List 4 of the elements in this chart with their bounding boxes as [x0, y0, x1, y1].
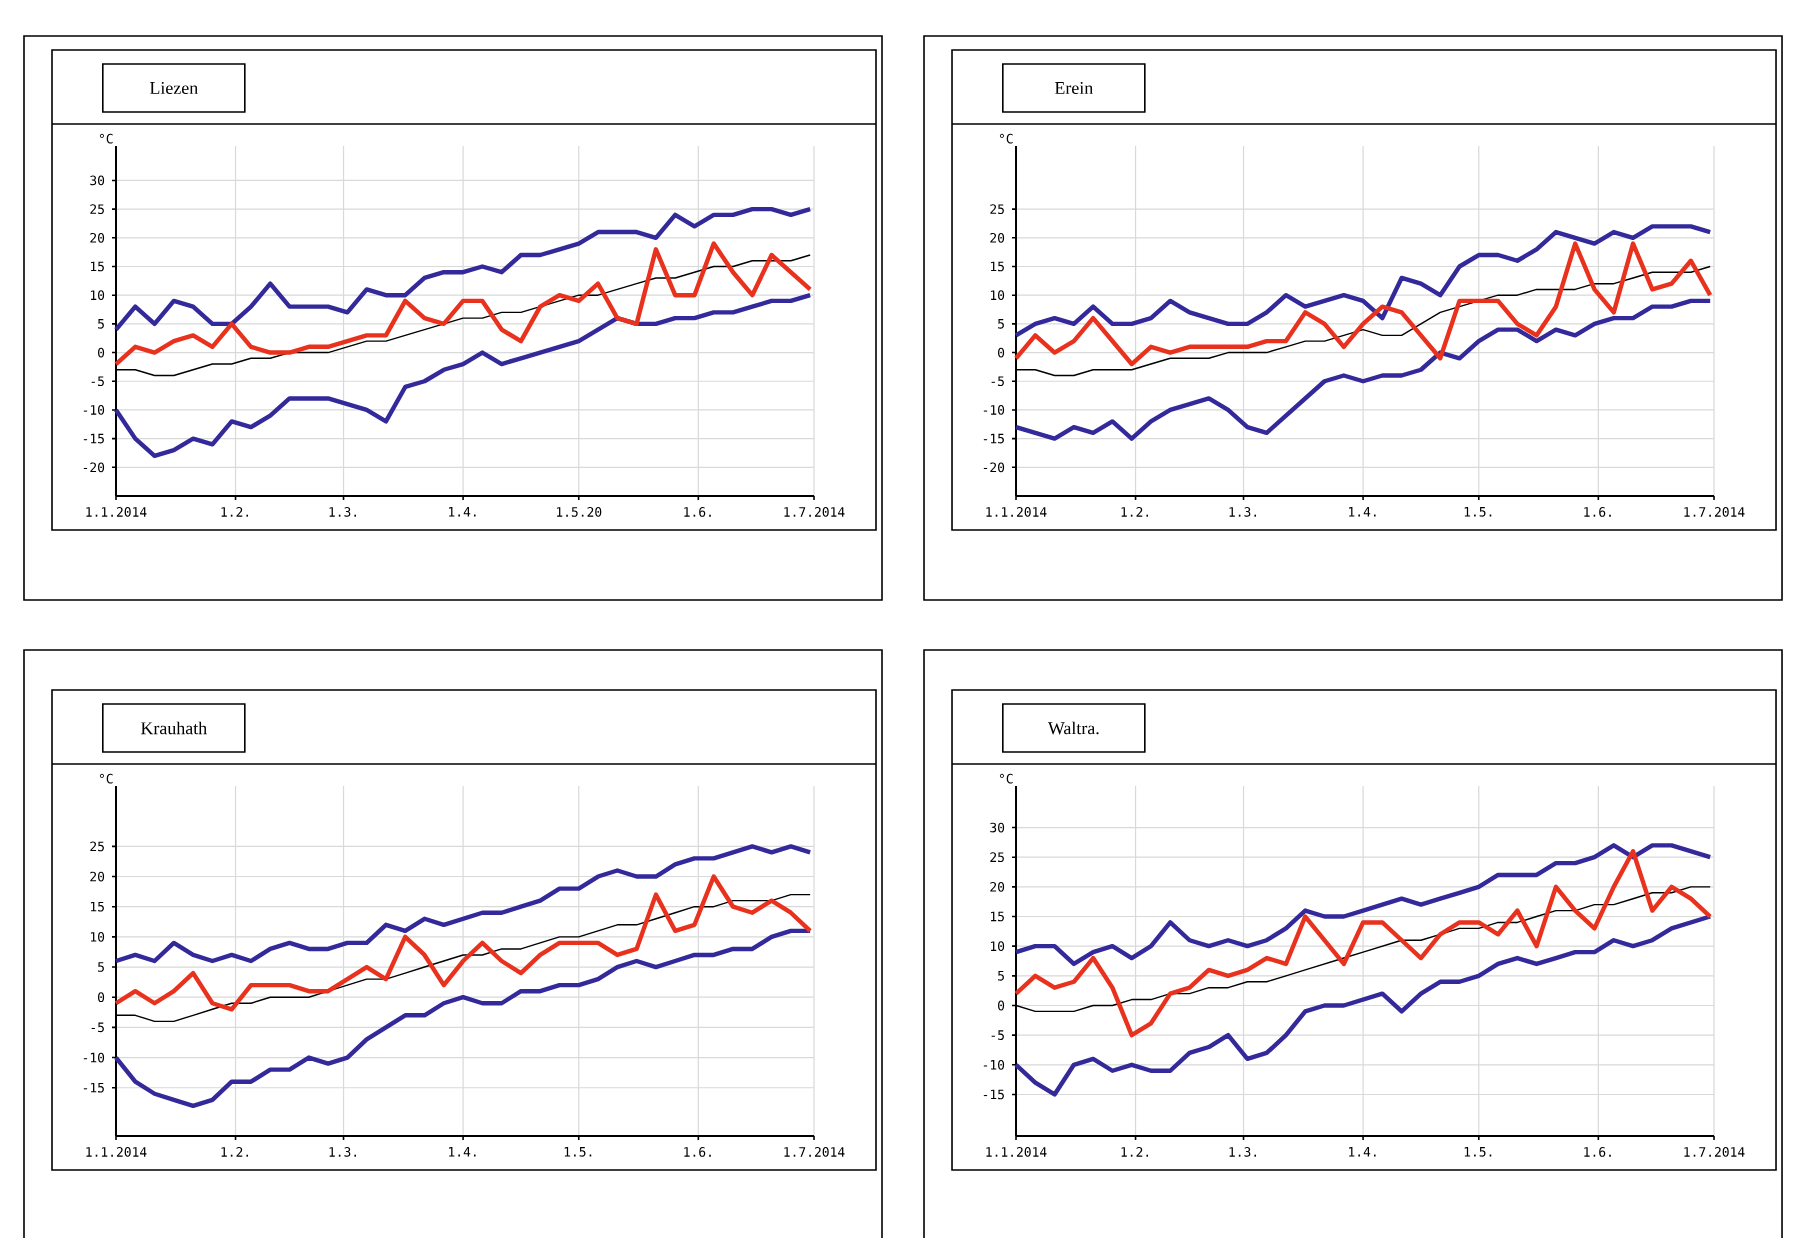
chart-title: Erein	[1054, 81, 1093, 95]
chart-title: Krauhath	[140, 721, 207, 735]
chart-title: Liezen	[149, 81, 198, 95]
chart-title: Waltra.	[1047, 721, 1099, 735]
